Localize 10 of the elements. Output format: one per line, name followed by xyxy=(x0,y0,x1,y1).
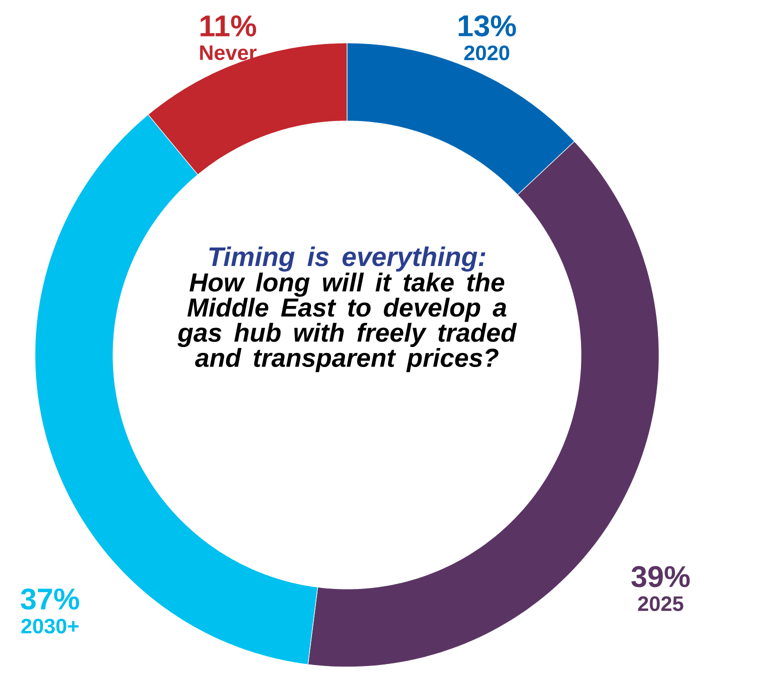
slice-label: Never xyxy=(200,46,257,60)
text: How long will it take the Middle East to develop a gas hub with freely traded and transparent prices? xyxy=(178,272,517,372)
data-label: 13% xyxy=(458,15,516,36)
data-label: 11% xyxy=(200,15,256,36)
data-label: 37% xyxy=(20,588,80,610)
slice-label: 2030+ xyxy=(21,618,79,634)
slice-label: 2025 xyxy=(638,596,684,612)
text: Timing is everything: xyxy=(209,246,486,272)
data-label: 39% xyxy=(631,566,690,588)
slice-label: 2020 xyxy=(464,46,510,60)
